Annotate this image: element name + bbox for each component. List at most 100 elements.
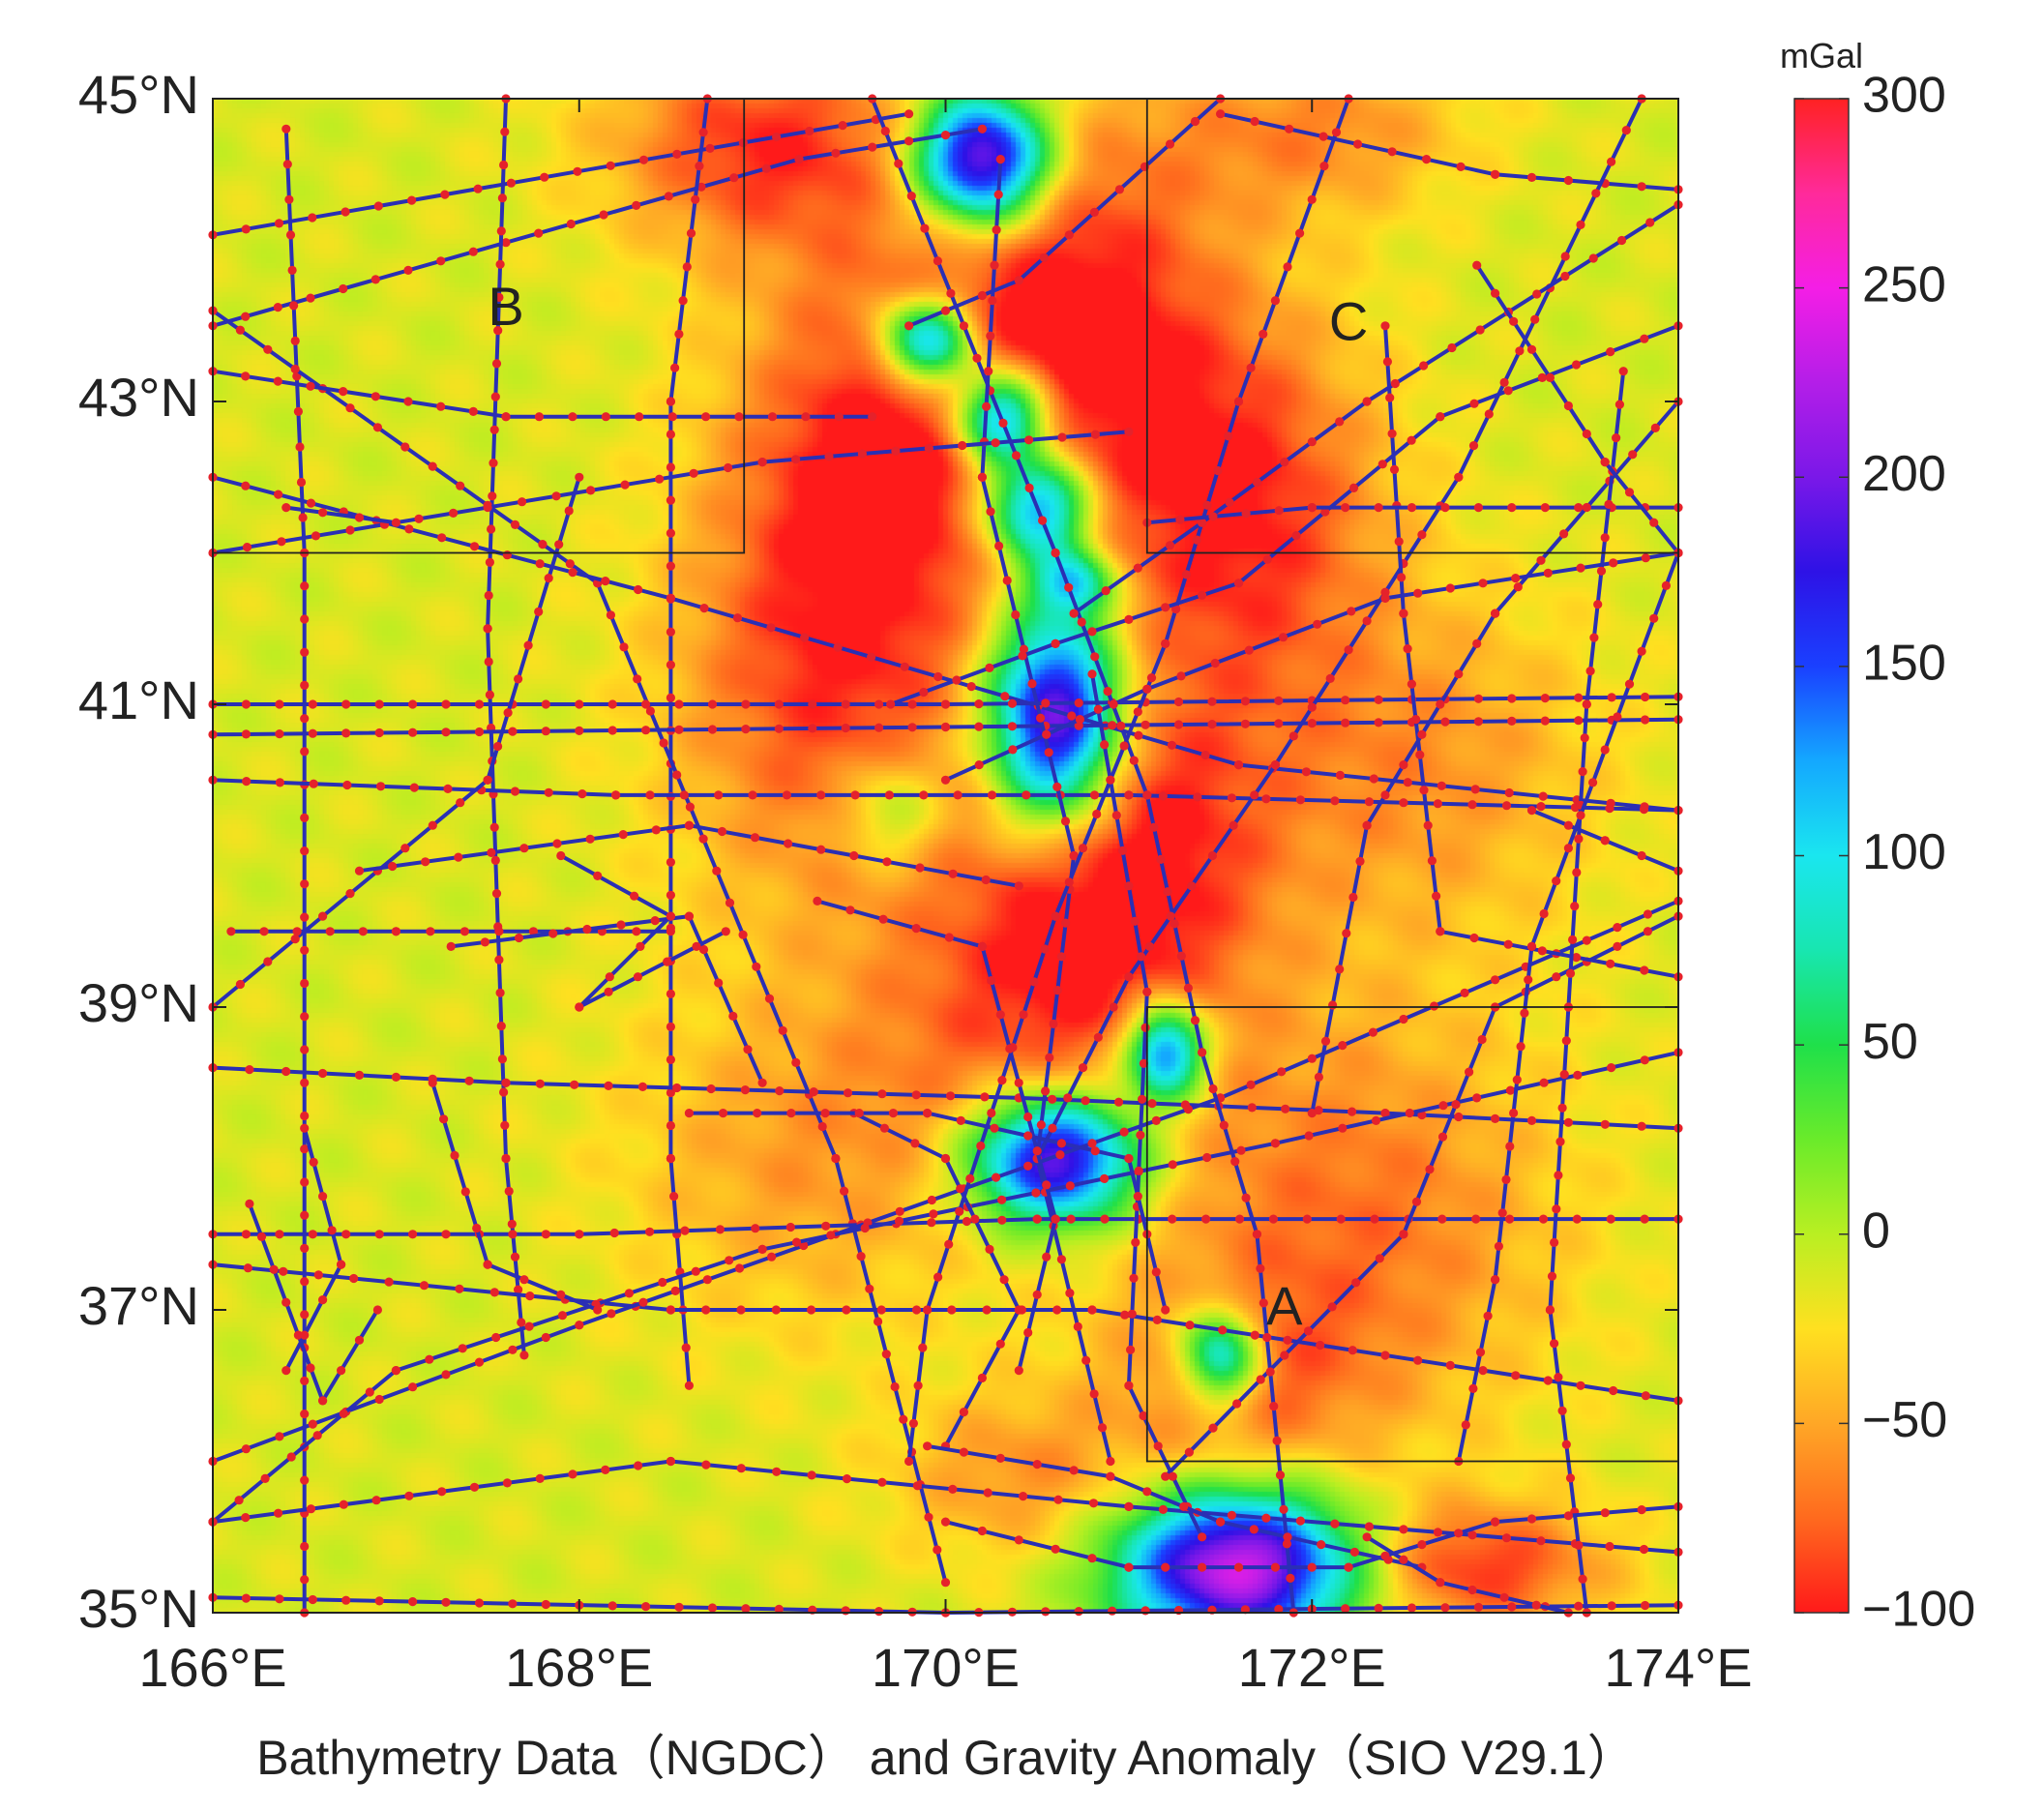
colorbar-tick-label: 0 bbox=[1862, 1202, 1890, 1259]
sounding-point bbox=[1176, 951, 1186, 961]
sounding-point bbox=[308, 728, 317, 738]
sounding-point bbox=[1170, 919, 1179, 929]
sounding-point bbox=[289, 301, 299, 311]
colorbar-tick-label: −100 bbox=[1862, 1582, 1975, 1638]
sounding-point bbox=[1233, 1562, 1244, 1572]
sounding-point bbox=[485, 557, 494, 567]
sounding-point bbox=[1244, 645, 1254, 655]
sounding-point bbox=[1081, 1096, 1090, 1106]
sounding-point bbox=[1064, 582, 1074, 592]
sounding-point bbox=[459, 927, 469, 936]
sounding-point bbox=[1330, 1519, 1340, 1529]
sounding-point bbox=[1399, 609, 1408, 618]
sounding-point bbox=[440, 190, 450, 199]
sounding-point bbox=[1022, 790, 1031, 800]
sounding-point bbox=[1649, 518, 1659, 527]
y-axis-ticks: 45°N 43°N 41°N 39°N 37°N 35°N bbox=[78, 64, 1678, 1639]
colorbar-tick-label: 100 bbox=[1862, 824, 1946, 880]
sounding-point bbox=[1295, 795, 1305, 805]
sounding-point bbox=[1637, 1505, 1646, 1515]
sounding-point bbox=[1224, 431, 1233, 441]
sounding-point bbox=[1038, 516, 1048, 525]
sounding-point bbox=[300, 647, 310, 657]
sounding-point bbox=[999, 1275, 1009, 1285]
sounding-point bbox=[1563, 1117, 1573, 1127]
sounding-point bbox=[1504, 787, 1514, 798]
sounding-point bbox=[698, 944, 709, 955]
sounding-point bbox=[1465, 1067, 1474, 1077]
sounding-point bbox=[1103, 687, 1112, 697]
ship-track bbox=[212, 127, 983, 328]
sounding-point bbox=[911, 1090, 921, 1100]
sounding-point bbox=[1065, 1289, 1075, 1298]
sounding-point bbox=[1341, 696, 1350, 705]
sounding-point bbox=[1241, 509, 1251, 519]
sounding-point bbox=[997, 1215, 1007, 1225]
sounding-point bbox=[843, 1088, 853, 1098]
sounding-point bbox=[1374, 695, 1383, 705]
sounding-point bbox=[1124, 1501, 1134, 1511]
sounding-point bbox=[1580, 733, 1589, 743]
sounding-point bbox=[524, 1321, 534, 1331]
sounding-point bbox=[575, 1230, 584, 1239]
sounding-point bbox=[483, 624, 492, 634]
sounding-point bbox=[1090, 652, 1100, 662]
sounding-point bbox=[421, 857, 430, 867]
sounding-point bbox=[354, 513, 365, 522]
sounding-point bbox=[281, 1297, 291, 1307]
colorbar-tick-label: 150 bbox=[1862, 636, 1946, 692]
sounding-point bbox=[1550, 1237, 1559, 1247]
sounding-point bbox=[879, 1123, 890, 1133]
sounding-point bbox=[1415, 750, 1425, 759]
sounding-point bbox=[799, 1240, 809, 1251]
sounding-point bbox=[1087, 1305, 1097, 1315]
sounding-point bbox=[306, 1504, 316, 1514]
sounding-point bbox=[977, 1526, 988, 1536]
sounding-point bbox=[1563, 820, 1573, 830]
sounding-point bbox=[1582, 935, 1591, 945]
sounding-point bbox=[1259, 1298, 1268, 1308]
sounding-point bbox=[1176, 671, 1186, 681]
sounding-point bbox=[1218, 1325, 1228, 1335]
sounding-point bbox=[309, 779, 318, 788]
sounding-point bbox=[884, 790, 895, 800]
sounding-point bbox=[977, 290, 988, 301]
sounding-point bbox=[552, 839, 562, 848]
sounding-point bbox=[911, 924, 921, 934]
sounding-point bbox=[501, 412, 511, 422]
sounding-point bbox=[1210, 658, 1220, 668]
sounding-point bbox=[339, 1499, 348, 1509]
sounding-point bbox=[1198, 1562, 1207, 1572]
sounding-point bbox=[1618, 367, 1628, 376]
sounding-point bbox=[1473, 694, 1483, 703]
sounding-point bbox=[1353, 139, 1363, 149]
sounding-point bbox=[977, 941, 988, 952]
sounding-point bbox=[1307, 719, 1317, 728]
sounding-point bbox=[575, 726, 584, 736]
sounding-point bbox=[740, 1085, 751, 1095]
sounding-point bbox=[341, 728, 351, 738]
sounding-point bbox=[696, 182, 706, 192]
sounding-point bbox=[1578, 1574, 1587, 1584]
sounding-point bbox=[575, 1321, 584, 1330]
colorbar-tick-label: 250 bbox=[1862, 256, 1946, 312]
sounding-point bbox=[358, 927, 368, 936]
sounding-point bbox=[1538, 791, 1548, 801]
sounding-point bbox=[714, 978, 724, 988]
sounding-point bbox=[425, 1354, 434, 1364]
sounding-point bbox=[1173, 697, 1184, 707]
sounding-point bbox=[1014, 1366, 1023, 1376]
sounding-point bbox=[940, 775, 951, 785]
sounding-point bbox=[995, 1453, 1005, 1463]
sounding-point bbox=[517, 1318, 526, 1327]
sounding-point bbox=[766, 623, 776, 633]
sounding-point bbox=[308, 1419, 317, 1429]
sounding-point bbox=[1472, 1093, 1482, 1103]
sounding-point bbox=[752, 962, 761, 971]
sounding-point bbox=[1116, 721, 1126, 731]
sounding-point bbox=[441, 1597, 451, 1607]
sounding-point bbox=[376, 782, 386, 791]
sounding-point bbox=[508, 1599, 518, 1609]
sounding-point bbox=[1048, 1094, 1057, 1104]
